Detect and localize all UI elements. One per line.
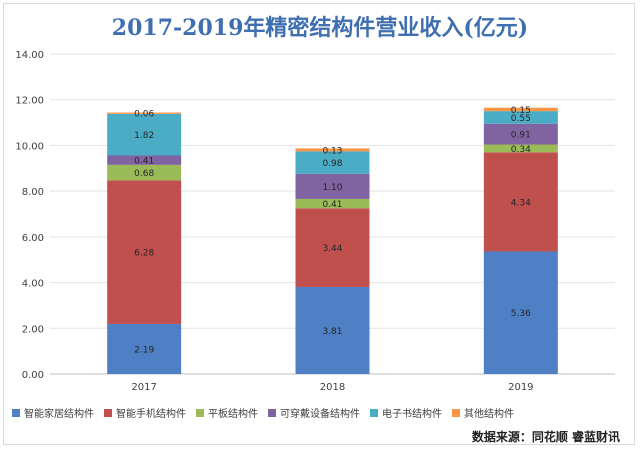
data-label: 0.06 xyxy=(134,110,154,120)
legend-item: 平板结构件 xyxy=(196,405,258,420)
bar-segment xyxy=(107,164,182,181)
data-label: 0.34 xyxy=(511,145,531,155)
legend: 智能家居结构件 智能手机结构件 平板结构件 可穿戴设备结构件 电子书结构件 其他结构件 xyxy=(12,405,632,420)
legend-label: 可穿戴设备结构件 xyxy=(280,409,360,420)
chart-title: 2017-2019年精密结构件营业收入(亿元) xyxy=(111,15,529,41)
bar-segment xyxy=(107,112,182,114)
y-tick-label: 0.00 xyxy=(22,370,44,381)
data-label: 3.44 xyxy=(322,244,342,254)
bar-segment xyxy=(483,107,558,112)
legend-label: 电子书结构件 xyxy=(382,409,442,420)
legend-swatch xyxy=(196,408,204,417)
data-label: 2.19 xyxy=(134,345,154,355)
y-tick-label: 8.00 xyxy=(22,187,44,198)
data-label: 0.41 xyxy=(134,157,154,167)
data-label: 0.91 xyxy=(511,131,531,141)
legend-item: 其他结构件 xyxy=(452,405,514,420)
data-label: 4.34 xyxy=(511,198,531,208)
legend-label: 智能手机结构件 xyxy=(116,409,186,420)
data-label: 5.36 xyxy=(511,309,531,319)
bar-segment xyxy=(483,123,558,145)
y-tick-label: 2.00 xyxy=(22,324,44,335)
legend-swatch xyxy=(370,408,378,417)
x-tick-label: 2019 xyxy=(508,382,533,393)
bar-segment xyxy=(295,173,370,199)
data-label: 6.28 xyxy=(134,249,154,259)
bar-segment xyxy=(483,251,558,374)
bar-segment xyxy=(483,111,558,124)
bar-segment xyxy=(295,151,370,174)
y-tick-label: 14.00 xyxy=(15,50,44,61)
legend-item: 智能手机结构件 xyxy=(104,405,186,420)
x-tick-label: 2017 xyxy=(131,382,156,393)
data-label: 0.13 xyxy=(322,146,342,156)
bar-segment xyxy=(295,286,370,374)
data-label: 0.98 xyxy=(322,159,342,169)
y-tick-label: 6.00 xyxy=(22,233,44,244)
legend-item: 智能家居结构件 xyxy=(12,405,94,420)
bar-segment xyxy=(107,113,182,156)
y-tick-label: 12.00 xyxy=(15,96,44,107)
legend-label: 平板结构件 xyxy=(208,409,258,420)
legend-swatch xyxy=(452,408,460,417)
data-label: 3.81 xyxy=(322,327,342,337)
bar-segment xyxy=(295,198,370,209)
legend-item: 电子书结构件 xyxy=(370,405,442,420)
bar-segment xyxy=(107,155,182,165)
data-label: 0.41 xyxy=(322,200,342,210)
data-label: 0.68 xyxy=(134,169,154,179)
bar-segment xyxy=(483,144,558,153)
legend-label: 智能家居结构件 xyxy=(24,409,94,420)
data-label: 1.82 xyxy=(134,131,154,141)
legend-label: 其他结构件 xyxy=(464,409,514,420)
legend-item: 可穿戴设备结构件 xyxy=(268,405,360,420)
data-label: 0.15 xyxy=(511,106,531,116)
data-source: 数据来源：同花顺 睿蓝财讯 xyxy=(471,430,620,444)
bar-segment xyxy=(107,323,182,374)
bar-segment xyxy=(107,180,182,324)
y-tick-label: 4.00 xyxy=(22,279,44,290)
y-tick-label: 10.00 xyxy=(15,141,44,152)
legend-swatch xyxy=(104,408,112,417)
stacked-bar-chart: 0.00 2.00 4.00 6.00 8.00 10.00 12.00 14.00 2.19 6… xyxy=(15,50,615,393)
data-label: 1.10 xyxy=(322,183,342,193)
bar-segment xyxy=(483,152,558,252)
legend-swatch xyxy=(268,408,276,417)
bar-segment xyxy=(295,148,370,152)
legend-swatch xyxy=(12,408,20,417)
x-tick-label: 2018 xyxy=(320,382,345,393)
data-label: 0.55 xyxy=(511,114,531,124)
bar-segment xyxy=(295,208,370,287)
